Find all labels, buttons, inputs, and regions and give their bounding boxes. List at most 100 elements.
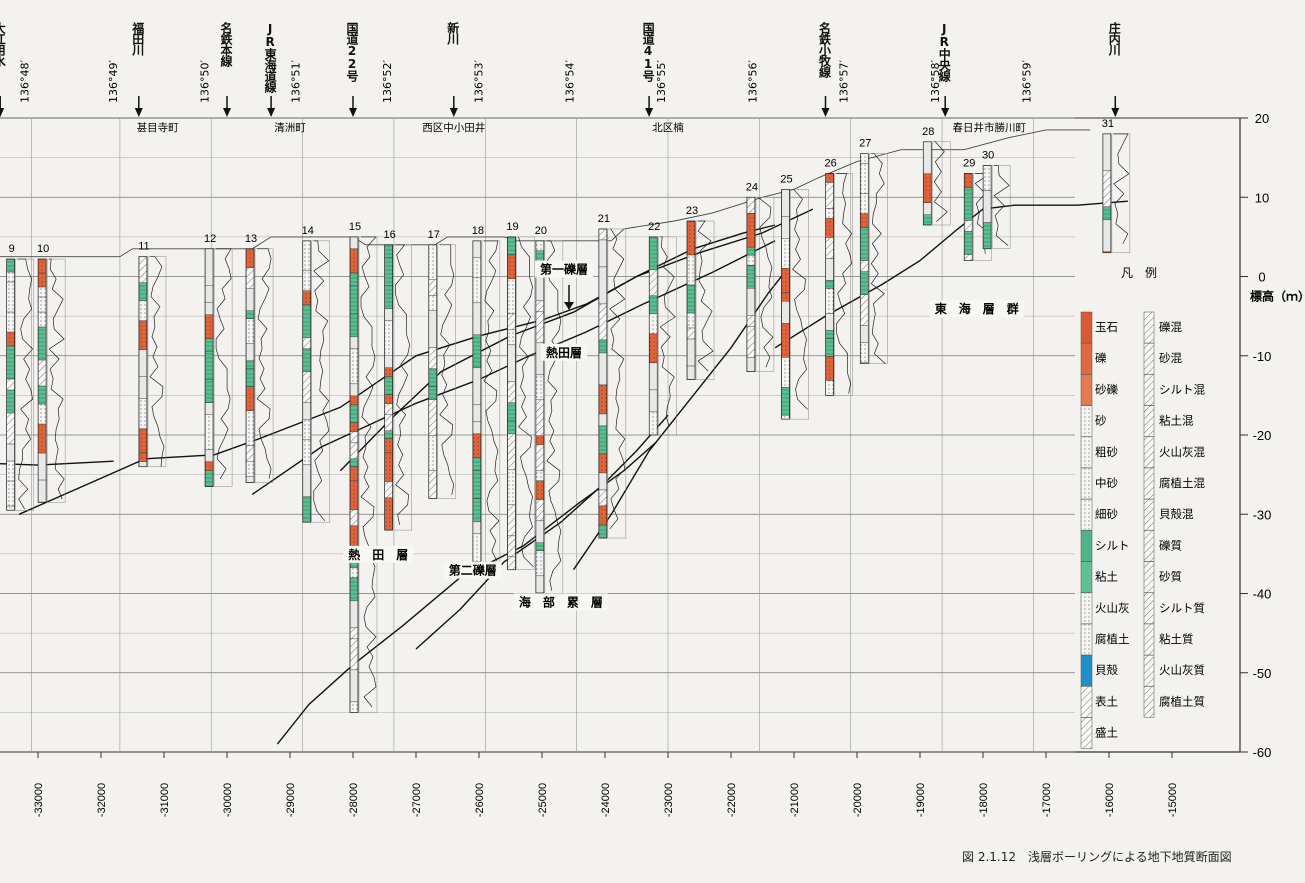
y-tick-label: -50 [1253,666,1272,681]
boring-layer [1102,170,1112,208]
boring-layer [37,479,47,503]
boring-layer [825,280,834,289]
x-tick-label: -28000 [348,783,360,817]
legend-label: シルト質 [1159,601,1205,615]
boring-layer [746,357,756,372]
legend-label: シルト混 [1159,382,1205,396]
boring-layer [245,410,255,446]
first-gravel-arrowhead [564,302,574,310]
legend-swatch [1080,592,1093,625]
boring-layer [472,457,482,472]
boring-layer [138,461,148,467]
boring-number: 22 [648,221,660,233]
boring-column [781,188,790,420]
n-value-frame [254,248,274,483]
boundary-lower-b [415,414,669,650]
boring-number: 13 [245,233,257,245]
n-value-curve [993,165,1010,246]
boring-layer [349,567,359,579]
legend-label: 中砂 [1095,476,1118,490]
boring-layer [349,285,359,315]
boring-9: 9 [6,243,34,511]
boring-28: 28 [922,126,951,226]
boring-number: 28 [922,126,934,138]
boring-layer [535,374,545,401]
longitude-label: 136°59′ [1020,60,1033,103]
boring-layer [746,288,756,316]
x-tick-label: -26000 [474,783,486,817]
boring-13: 13 [245,233,274,483]
n-value-curve [149,256,165,467]
boring-number: 25 [780,173,792,185]
boring-layer [746,213,756,248]
boring-layer [37,359,47,387]
legend-label: 火山灰混 [1159,445,1205,459]
legend-swatch [1080,342,1093,375]
landmark-arrowhead [821,108,830,117]
boring-column [428,244,438,499]
boring-layer [384,244,393,259]
boring-25: 25 [780,173,809,420]
legend-label: 表土 [1095,694,1118,708]
boring-column [245,248,255,483]
boring-layer [507,433,516,471]
boring-19: 19 [506,221,535,571]
boring-layer [37,403,47,425]
boring-layer [535,520,545,544]
legend-swatch [1143,342,1155,375]
y-tick-label: -40 [1253,587,1272,602]
stratum-label-bg [443,561,502,579]
boring-number: 30 [982,150,994,162]
legend-swatch [1143,686,1155,718]
boring-layer [781,357,790,388]
boring-layer [384,438,393,453]
boring-layer [384,355,393,368]
boring-layer [138,452,148,462]
boring-layer [686,312,696,329]
legend-swatch [1080,654,1093,687]
boring-layer [6,412,15,445]
n-value-curve [360,236,377,708]
landmark-label: 新川 [445,22,460,44]
legend-swatch [1143,623,1155,656]
boring-layer [6,311,15,333]
stratum-label-bg [929,300,1024,318]
boring-layer [245,461,255,477]
boring-number: 12 [204,233,216,245]
longitude-label: 136°49′ [107,60,120,103]
legend-label: 腐植土 [1095,632,1130,646]
boring-number: 15 [349,221,361,233]
boring-layer [825,182,834,209]
boring-layer [535,550,545,577]
boring-layer [825,237,834,259]
boring-layer [598,453,608,474]
boring-layer [384,308,393,321]
boring-layer [535,300,545,313]
boring-layer [245,288,255,311]
n-value-curve [215,248,232,479]
boring-layer [349,236,359,250]
boring-26: 26 [825,157,853,396]
boring-layer [598,489,608,507]
boring-layer [138,282,148,301]
stratum-label: 第一礫層 [540,262,588,277]
boring-number: 17 [428,229,440,241]
stratum-label: 海 部 累 層 [519,594,603,609]
boring-column [859,153,869,365]
n-value-frame [607,228,627,539]
boring-layer [535,480,545,501]
boring-11: 11 [138,241,167,468]
longitude-label: 136°48′ [19,60,32,103]
boring-layer [204,379,214,403]
boring-layer [349,701,359,713]
boring-layer [781,415,790,420]
n-value-curve [659,236,676,427]
boring-layer [686,220,696,256]
boring-layer [245,360,255,369]
boring-layer [825,218,834,238]
y-axis-label: 標高（ｍ） [1250,288,1305,303]
boring-number: 26 [825,157,837,169]
n-value-frame [755,197,775,372]
boring-layer [825,313,834,331]
boring-layer [204,414,214,450]
